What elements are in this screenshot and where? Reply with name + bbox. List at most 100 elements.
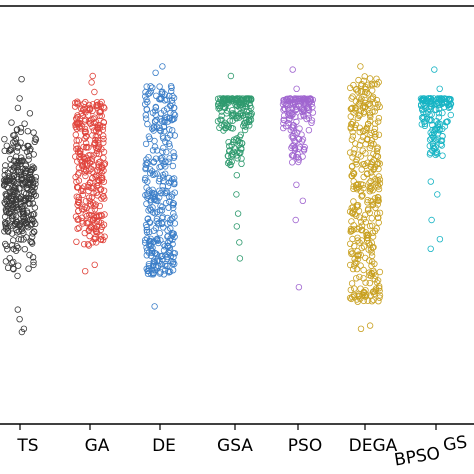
data-point-ts	[18, 193, 25, 200]
data-point-gsa	[218, 112, 225, 119]
data-point-ga	[82, 144, 90, 151]
data-point-de	[146, 238, 153, 245]
data-point-pso	[285, 116, 293, 123]
data-point-ts	[30, 151, 37, 158]
data-point-dega	[362, 218, 369, 226]
data-point-dega	[369, 258, 376, 265]
data-point-gsa	[236, 139, 244, 147]
data-point-dega	[353, 265, 361, 273]
data-point-bpsogs	[420, 100, 427, 108]
data-point-ts	[17, 128, 25, 136]
data-point-dega	[347, 286, 354, 294]
data-point-ts	[2, 162, 9, 169]
data-point-dega	[364, 170, 371, 177]
data-point-gsa	[229, 109, 237, 117]
data-point-ga	[81, 183, 88, 190]
data-point-de	[142, 115, 150, 122]
data-point-ga	[75, 224, 83, 231]
data-point-dega	[360, 184, 367, 192]
data-point-de	[145, 133, 153, 140]
x-tick-label-bpso: BPSO	[393, 444, 442, 471]
data-point-de	[168, 84, 175, 91]
data-point-ga	[79, 191, 87, 199]
data-point-dega	[367, 197, 374, 205]
data-point-de	[156, 83, 163, 90]
data-point-gsa	[247, 104, 255, 112]
outlier-point-dega	[366, 322, 374, 329]
data-point-bpsogs	[431, 125, 439, 133]
data-point-de	[167, 178, 175, 185]
data-point-ga	[95, 177, 103, 184]
data-point-gsa	[233, 135, 240, 142]
data-point-de	[164, 214, 171, 222]
data-point-de	[169, 162, 177, 170]
data-point-ts	[1, 240, 9, 248]
data-point-ga	[93, 102, 100, 109]
data-point-de	[169, 204, 177, 212]
data-point-dega	[375, 298, 382, 305]
data-point-dega	[365, 120, 372, 127]
data-point-ga	[79, 187, 87, 195]
data-point-ts	[7, 205, 15, 213]
data-point-dega	[373, 160, 381, 168]
data-point-dega	[369, 187, 376, 194]
data-point-dega	[353, 160, 360, 168]
data-point-ga	[81, 156, 89, 163]
data-point-de	[142, 140, 150, 148]
outlier-point-ts	[14, 306, 21, 313]
data-point-gsa	[224, 152, 232, 160]
data-point-ts	[17, 124, 24, 132]
data-point-de	[149, 171, 157, 178]
data-point-ga	[90, 162, 98, 169]
data-point-gsa	[246, 117, 253, 124]
data-point-pso	[288, 97, 295, 104]
data-point-dega	[374, 193, 381, 201]
data-point-bpsogs	[439, 133, 446, 140]
data-point-de	[158, 220, 166, 228]
data-point-dega	[372, 133, 379, 140]
data-point-dega	[348, 280, 356, 287]
data-point-bpsogs	[441, 95, 448, 102]
data-point-pso	[301, 98, 308, 106]
data-point-de	[157, 96, 164, 103]
data-point-gsa	[227, 161, 234, 168]
data-point-dega	[358, 88, 366, 95]
data-point-de	[157, 269, 164, 276]
data-point-ts	[6, 146, 14, 153]
data-point-gsa	[237, 110, 245, 117]
data-point-de	[160, 123, 168, 130]
data-point-de	[143, 228, 151, 236]
data-point-ga	[97, 103, 105, 110]
outlier-point-ga	[91, 261, 98, 268]
data-point-dega	[366, 241, 374, 249]
data-point-pso	[296, 98, 303, 105]
data-point-ts	[23, 234, 30, 241]
data-point-ts	[22, 169, 29, 176]
data-point-dega	[368, 82, 376, 89]
data-point-de	[158, 94, 165, 102]
data-point-de	[160, 144, 167, 152]
data-point-dega	[367, 154, 374, 162]
data-point-bpsogs	[435, 109, 443, 117]
data-point-ga	[73, 137, 80, 144]
data-point-pso	[295, 135, 302, 143]
data-point-ts	[28, 190, 35, 197]
data-point-ga	[96, 112, 103, 119]
data-point-ts	[5, 193, 13, 201]
data-point-dega	[360, 266, 367, 274]
data-point-pso	[290, 142, 297, 149]
data-point-de	[150, 227, 157, 234]
data-point-ts	[13, 213, 20, 220]
data-point-de	[159, 174, 167, 181]
data-point-ga	[75, 177, 83, 184]
data-point-ts	[11, 184, 18, 191]
data-point-gsa	[238, 155, 245, 162]
data-point-ts	[1, 213, 9, 221]
data-point-ts	[24, 127, 31, 135]
data-point-dega	[373, 96, 381, 104]
data-point-de	[168, 193, 175, 200]
data-point-dega	[369, 173, 376, 180]
data-point-ts	[13, 148, 21, 155]
data-point-ts	[2, 178, 9, 186]
data-point-pso	[292, 103, 300, 110]
